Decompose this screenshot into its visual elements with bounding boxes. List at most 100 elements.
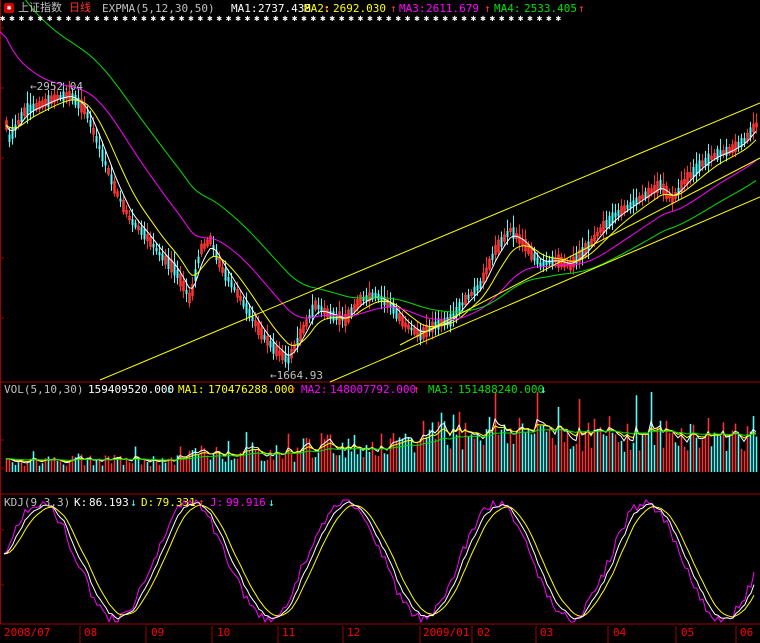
candle-up: [482, 272, 485, 284]
stock-name: 上证指数: [18, 1, 62, 14]
candle-down: [380, 295, 383, 303]
candle-down: [740, 138, 743, 148]
candle-up: [164, 255, 167, 265]
candle-up: [344, 313, 347, 327]
time-axis-label: 03: [540, 626, 554, 639]
candle-up: [398, 313, 401, 321]
candle-up: [731, 144, 734, 154]
candle-up: [65, 92, 68, 100]
candle-up: [221, 267, 224, 273]
candle-down: [335, 313, 338, 321]
candle-down: [320, 306, 323, 312]
candle-up: [80, 99, 83, 113]
candle-down: [491, 253, 494, 261]
candle-up: [122, 199, 125, 213]
candle-down: [173, 262, 176, 276]
candle-up: [563, 258, 566, 268]
ma2-line: [5, 99, 757, 347]
candle-up: [593, 234, 596, 242]
candle-down: [434, 321, 437, 329]
candle-down: [512, 227, 515, 239]
stock-app-icon[interactable]: ✱: [4, 3, 14, 13]
candle-down: [617, 209, 620, 217]
indicator-name[interactable]: EXPMA(5,12,30,50): [102, 2, 215, 15]
candle-down: [59, 95, 62, 99]
candle-up: [530, 246, 533, 260]
candle-up: [107, 168, 110, 175]
ma1-label: MA1:: [231, 2, 258, 15]
candle-down: [245, 303, 248, 314]
candle-down: [362, 296, 365, 302]
down-arrow-icon: ↓: [540, 383, 547, 396]
candle-down: [467, 294, 470, 300]
candle-down: [632, 200, 635, 206]
candle-down: [743, 138, 746, 144]
candle-down: [317, 304, 320, 310]
candle-up: [407, 324, 410, 330]
candle-down: [533, 253, 536, 261]
volume-indicator-name[interactable]: VOL(5,10,30): [4, 383, 84, 396]
candle-up: [359, 294, 362, 306]
candle-up: [710, 155, 713, 160]
candle-down: [95, 136, 98, 143]
candle-up: [191, 284, 194, 296]
candle-up: [206, 239, 209, 247]
candle-down: [119, 198, 122, 202]
candle-up: [275, 345, 278, 357]
candle-up: [386, 299, 389, 307]
candle-up: [239, 295, 242, 301]
candle-down: [176, 270, 179, 278]
candle-down: [140, 227, 143, 235]
candle-up: [200, 243, 203, 255]
volume-value: 159409520.000: [88, 383, 175, 396]
candle-up: [257, 321, 260, 335]
candle-up: [113, 181, 116, 194]
time-axis-label: 06: [740, 626, 754, 639]
kdj-indicator-name[interactable]: KDJ(9,3,3): [4, 496, 71, 509]
ma1-value: 2737.438: [258, 2, 311, 15]
candle-up: [647, 187, 650, 199]
candle-down: [659, 179, 662, 191]
candle-up: [41, 100, 44, 108]
candle-up: [305, 319, 308, 327]
ma2-value: 2692.030: [333, 2, 386, 15]
candle-down: [545, 260, 548, 266]
candle-down: [242, 299, 245, 307]
time-axis-label: 02: [477, 626, 491, 639]
candle-up: [182, 280, 185, 292]
time-axis-label: 10: [217, 626, 231, 639]
candle-up: [23, 107, 26, 117]
candle-down: [212, 245, 215, 250]
candle-up: [431, 321, 434, 333]
candle-up: [503, 234, 506, 242]
candle-up: [494, 245, 497, 255]
candle-up: [584, 243, 587, 257]
candle-up: [566, 261, 569, 267]
candle-down: [419, 329, 422, 341]
kdj-d-value: 79.331: [156, 496, 196, 509]
volume-ma2-value: 148007792.000: [330, 383, 417, 396]
time-axis-label: 08: [84, 626, 98, 639]
candle-up: [17, 120, 20, 125]
ma2-label: MA2:: [304, 2, 331, 15]
period-label[interactable]: 日线: [69, 1, 91, 14]
candle-up: [128, 215, 131, 221]
candle-down: [587, 241, 590, 251]
candle-down: [227, 276, 230, 282]
candle-up: [752, 123, 755, 133]
candle-down: [296, 337, 299, 345]
kdj-j-value: 99.916: [226, 496, 266, 509]
candle-up: [650, 188, 653, 194]
candle-down: [719, 150, 722, 157]
candle-down: [635, 197, 638, 205]
candle-down: [692, 166, 695, 178]
candle-down: [737, 141, 740, 148]
candle-down: [371, 292, 374, 300]
candle-down: [539, 262, 542, 268]
candle-down: [86, 112, 89, 119]
candle-down: [677, 187, 680, 194]
candle-up: [149, 236, 152, 247]
candle-down: [332, 311, 335, 321]
candle-down: [695, 163, 698, 175]
